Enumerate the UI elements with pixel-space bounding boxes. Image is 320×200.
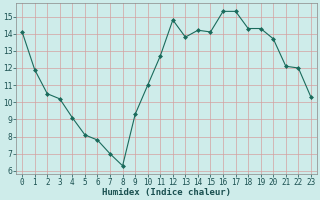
X-axis label: Humidex (Indice chaleur): Humidex (Indice chaleur) bbox=[102, 188, 231, 197]
